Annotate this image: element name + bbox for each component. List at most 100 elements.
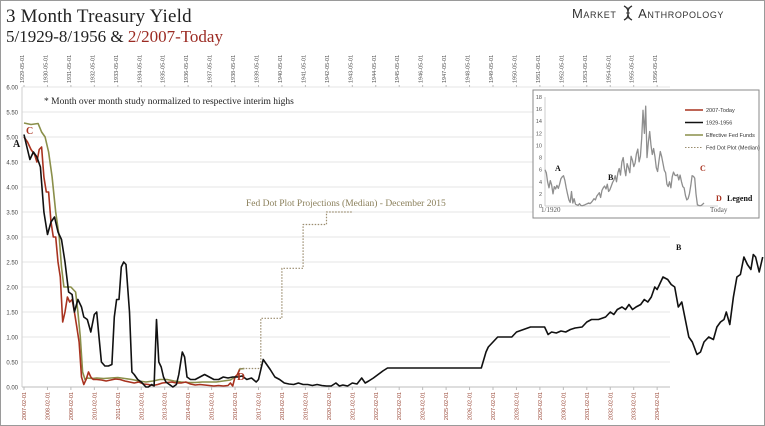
top-tick-label: 1952-05-01	[559, 55, 565, 83]
bottom-tick-label: 2027-02-01	[491, 392, 497, 420]
top-tick-label: 1944-05-01	[372, 55, 378, 83]
bottom-tick-label: 2019-02-01	[303, 392, 309, 420]
dot-plot-annotation: Fed Dot Plot Projections (Median) - Dece…	[246, 198, 446, 209]
top-tick-label: 1932-05-01	[90, 55, 96, 83]
bottom-tick-label: 2012-02-01	[139, 392, 145, 420]
chart-title: 3 Month Treasury Yield	[6, 6, 192, 27]
bottom-tick-label: 2014-02-01	[186, 392, 192, 420]
top-tick-label: 1939-05-01	[255, 55, 261, 83]
y-tick-label: 0.00	[6, 386, 18, 392]
series-lines	[23, 122, 764, 388]
y-tick-label: 5.00	[6, 136, 18, 142]
top-tick-label: 1947-05-01	[442, 55, 448, 83]
bottom-axis-ticks: 2007-02-01 2008-02-01 2009-02-01 2010-02-01…	[22, 387, 661, 420]
subtitle-period-1: 5/1929-8/1956 &	[6, 27, 128, 46]
bottom-tick-label: 2007-02-01	[22, 392, 28, 420]
inset-legend-label: Legend	[727, 194, 753, 203]
bottom-tick-label: 2031-02-01	[585, 392, 591, 420]
bottom-tick-label: 2013-02-01	[163, 392, 169, 420]
top-tick-label: 1946-05-01	[419, 55, 425, 83]
inset-series-line	[544, 105, 705, 207]
bottom-tick-label: 2011-02-01	[116, 392, 122, 420]
bottom-tick-label: 2034-02-01	[655, 392, 661, 420]
inset-y-tick-label: 8	[539, 156, 542, 162]
inset-y-tick-label: 6	[539, 168, 542, 174]
bottom-tick-label: 2021-02-01	[350, 392, 356, 420]
bottom-tick-label: 2008-02-01	[45, 392, 51, 420]
inset-series	[544, 105, 705, 207]
legend-entry: 2007-Today	[706, 108, 735, 114]
bottom-tick-label: 2029-02-01	[538, 392, 544, 420]
top-tick-label: 1945-05-01	[395, 55, 401, 83]
y-tick-label: 4.50	[6, 161, 18, 167]
inset-y-tick-label: 18	[536, 95, 542, 101]
marker-c: C	[26, 126, 33, 137]
y-tick-label: 3.00	[6, 236, 18, 242]
inset-y-tick-label: 12	[536, 131, 542, 137]
bottom-tick-label: 2016-02-01	[233, 392, 239, 420]
legend-entry: Fed Dot Plot (Median)	[706, 146, 760, 152]
bottom-tick-label: 2023-02-01	[397, 392, 403, 420]
y-tick-label: 1.50	[6, 311, 18, 317]
top-tick-label: 1936-05-01	[184, 55, 190, 83]
top-tick-label: 1941-05-01	[301, 55, 307, 83]
marker-d: D	[237, 371, 245, 383]
brand-name-right: Anthropology	[638, 6, 725, 21]
inset-y-tick-label: 2	[539, 192, 542, 198]
inset-x-end: Today	[710, 206, 728, 214]
top-tick-label: 1933-05-01	[114, 55, 120, 83]
top-tick-label: 1954-05-01	[606, 55, 612, 83]
bottom-tick-label: 2017-02-01	[257, 392, 263, 420]
y-tick-label: 0.50	[6, 361, 18, 367]
top-tick-label: 1950-05-01	[512, 55, 518, 83]
bottom-tick-label: 2010-02-01	[92, 392, 98, 420]
bottom-tick-label: 2020-02-01	[327, 392, 333, 420]
bottom-tick-label: 2033-02-01	[632, 392, 638, 420]
inset-y-tick-label: 4	[539, 180, 542, 186]
top-tick-label: 1942-05-01	[325, 55, 331, 83]
inset-y-axis: 0 2 4 6 8 10 12 14 16 18	[536, 95, 718, 210]
legend: 2007-Today 1929-1956 Effective Fed Funds Fe…	[685, 108, 760, 152]
top-tick-label: 1948-05-01	[466, 55, 472, 83]
inset-y-tick-label: 0	[539, 204, 542, 210]
top-tick-label: 1940-05-01	[278, 55, 284, 83]
series-line-effective-fed-funds	[23, 122, 245, 384]
inset-marker-c: C	[700, 164, 706, 173]
inset-marker-d: D	[716, 194, 722, 203]
bottom-tick-label: 2030-02-01	[561, 392, 567, 420]
y-tick-label: 6.00	[6, 86, 18, 92]
top-tick-label: 1935-05-01	[161, 55, 167, 83]
inset-marker-b: B	[608, 173, 614, 182]
brand-logo: Market Anthropology	[572, 5, 724, 21]
marker-b: B	[676, 243, 682, 252]
inset-y-tick-label: 10	[536, 143, 542, 149]
bottom-tick-label: 2022-02-01	[374, 392, 380, 420]
bottom-tick-label: 2025-02-01	[444, 392, 450, 420]
top-tick-label: 1937-05-01	[208, 55, 214, 83]
series-line-1929-1956	[23, 134, 764, 388]
bottom-tick-label: 2015-02-01	[210, 392, 216, 420]
inset-x-start: 1/1920	[541, 206, 561, 214]
bottom-tick-label: 2024-02-01	[421, 392, 427, 420]
y-tick-label: 5.50	[6, 111, 18, 117]
bottom-tick-label: 2009-02-01	[69, 392, 75, 420]
y-tick-label: 4.00	[6, 186, 18, 192]
top-axis-ticks: 1929-05-01 1930-05-01 1931-05-01 1932-05-01…	[20, 55, 659, 87]
top-tick-label: 1949-05-01	[489, 55, 495, 83]
legend-entry: Effective Fed Funds	[706, 133, 755, 139]
chart-subtitle: 5/1929-8/1956 & 2/2007-Today	[6, 27, 223, 47]
y-tick-label: 1.00	[6, 336, 18, 342]
top-tick-label: 1938-05-01	[231, 55, 237, 83]
inset-marker-a: A	[555, 164, 561, 173]
inset-chart: 0 2 4 6 8 10 12 14 16 18 2007-Today 1929-1956 Effec…	[532, 89, 760, 219]
bottom-tick-label: 2018-02-01	[280, 392, 286, 420]
series-line-2007-today	[23, 136, 241, 387]
bottom-tick-label: 2026-02-01	[468, 392, 474, 420]
inset-y-tick-label: 16	[536, 107, 542, 113]
legend-entry: 1929-1956	[706, 121, 732, 127]
y-tick-label: 2.50	[6, 261, 18, 267]
top-tick-label: 1929-05-01	[20, 55, 26, 83]
y-axis-ticks: 0.00 0.50 1.00 1.50 2.00 2.50 3.00 3.50 4.00 4.50…	[6, 86, 18, 392]
inset-y-tick-label: 14	[536, 119, 542, 125]
